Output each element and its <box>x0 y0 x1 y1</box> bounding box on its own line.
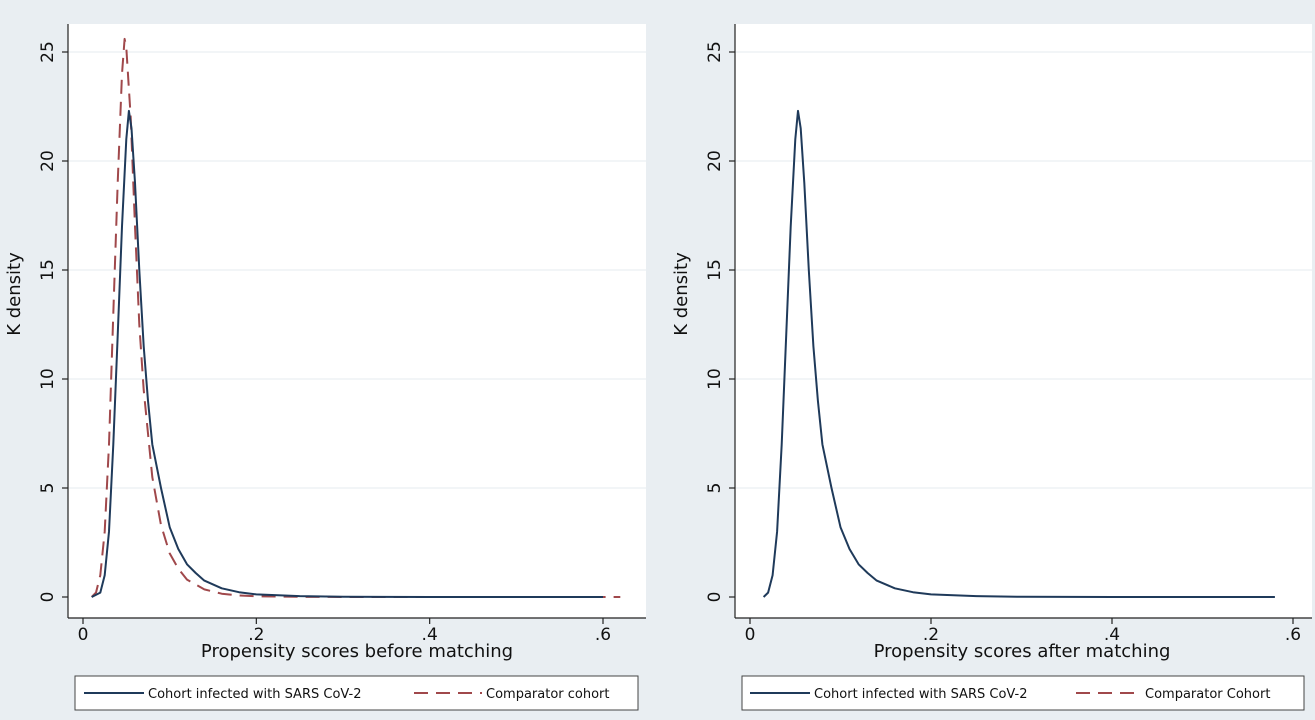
y-tick-label: 25 <box>705 41 725 63</box>
y-tick-label: 15 <box>705 259 725 281</box>
legend: Cohort infected with SARS CoV-2 Comparat… <box>741 675 1305 711</box>
legend-label-comparator: Comparator Cohort <box>1145 687 1270 702</box>
plot-background <box>68 24 646 618</box>
series-line-comparator <box>90 37 621 598</box>
series-line-cohort <box>91 109 603 598</box>
x-tick-label: .6 <box>595 625 611 645</box>
series-layer <box>90 37 621 598</box>
y-tick-label: 5 <box>705 483 725 494</box>
x-axis-label: Propensity scores before matching <box>201 641 513 662</box>
chart-after-matching: 0 5 10 15 20 25 0 .2 .4 .6 K density Propensity s… <box>671 24 1312 711</box>
legend: Cohort infected with SARS CoV-2 Comparat… <box>74 675 639 711</box>
y-tick-label: 20 <box>705 150 725 172</box>
x-tick-label: .4 <box>1104 625 1120 645</box>
grid-layer <box>68 51 646 489</box>
series-layer <box>762 109 1275 598</box>
x-tick-label: .6 <box>1285 625 1301 645</box>
y-axis-label: K density <box>671 252 692 336</box>
legend-label-cohort: Cohort infected with SARS CoV-2 <box>148 687 362 702</box>
x-tick-label: .4 <box>422 625 438 645</box>
y-tick-label: 25 <box>38 41 58 63</box>
x-tick-label: 0 <box>78 625 89 645</box>
legend-box <box>741 675 1305 711</box>
x-tick-label: 0 <box>745 625 756 645</box>
y-tick-label: 5 <box>38 483 58 494</box>
x-tick-label: .2 <box>248 625 264 645</box>
plot-background <box>735 24 1312 618</box>
y-tick-label: 0 <box>705 592 725 603</box>
axes-layer: 0 5 10 15 20 25 0 .2 .4 .6 <box>705 24 1312 645</box>
y-tick-label: 20 <box>38 150 58 172</box>
y-tick-label: 10 <box>705 368 725 390</box>
x-tick-label: .2 <box>923 625 939 645</box>
chart-before-matching: 0 5 10 15 20 25 0 .2 .4 .6 K density Propensity s… <box>4 24 646 711</box>
y-tick-label: 10 <box>38 368 58 390</box>
axes-layer: 0 5 10 15 20 25 0 .2 .4 .6 <box>38 24 646 645</box>
y-axis-label: K density <box>4 252 25 336</box>
legend-label-comparator: Comparator cohort <box>486 687 610 702</box>
x-axis-label: Propensity scores after matching <box>874 641 1171 662</box>
legend-label-cohort: Cohort infected with SARS CoV-2 <box>814 687 1028 702</box>
y-tick-label: 0 <box>38 592 58 603</box>
series-line-cohort <box>762 109 1275 598</box>
y-tick-label: 15 <box>38 259 58 281</box>
legend-box <box>74 675 639 711</box>
